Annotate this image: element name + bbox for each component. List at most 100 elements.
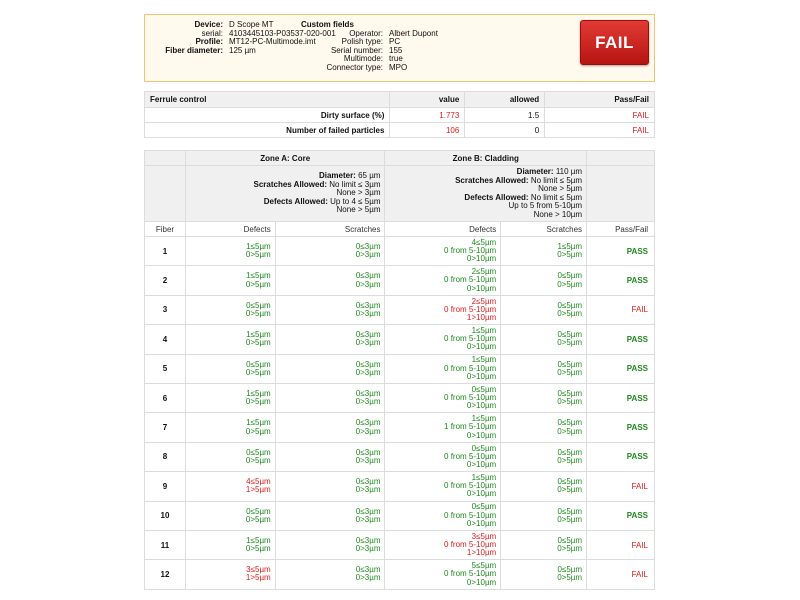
report-header-card: Device: D Scope MT serial: 4103445103-P0… [144, 14, 655, 82]
table-row: 9 4≤5µm 1>5µm 0≤3µm 0>3µm 1≤5µm 0 from 5-10µm 0… [144, 471, 655, 502]
col-passfail: Pass/Fail [586, 221, 655, 237]
result-badge: PASS [586, 500, 655, 531]
result-badge: PASS [586, 441, 655, 473]
fiber-diameter-value: 125 µm [229, 45, 256, 55]
table-row: 5 0≤5µm 0>5µm 0≤3µm 0>3µm 1≤5µm 0 from 5-10µm 0… [144, 353, 655, 384]
dirty-surface-value: 1.773 [389, 107, 466, 123]
failed-particles-value: 106 [389, 122, 466, 138]
dirty-surface-allowed: 1.5 [464, 107, 546, 123]
zone-a-defects-cell: 3≤5µm 1>5µm [184, 559, 276, 590]
zone-b-scratches-cell: 0≤5µm 0>5µm [500, 441, 588, 473]
zone-a-defects-cell: 1≤5µm 0>5µm [184, 265, 276, 296]
zone-b-scratches-cell: 0≤5µm 0>5µm [500, 294, 588, 326]
zone-a-defects-cell: 4≤5µm 1>5µm [184, 471, 276, 502]
fiber-number: 4 [144, 324, 186, 355]
result-badge: PASS [586, 412, 655, 443]
table-row: 2 1≤5µm 0>5µm 0≤3µm 0>3µm 2≤5µm 0 from 5-10µm 0… [144, 265, 655, 296]
zone-b-defects-cell: 2≤5µm 0 from 5-10µm 1>10µm [384, 294, 502, 326]
zone-b-defects-cell: 1≤5µm 0 from 5-10µm 0>10µm [384, 324, 502, 355]
zone-b-defects-cell: 3≤5µm 0 from 5-10µm 1>10µm [384, 529, 502, 561]
zone-a-spec: Diameter: 65 µm Scratches Allowed: No li… [184, 165, 386, 222]
table-row: 3 0≤5µm 0>5µm 0≤3µm 0>3µm 2≤5µm 0 from 5-10µm 1… [144, 294, 655, 326]
zone-a-defects-cell: 1≤5µm 0>5µm [184, 382, 276, 414]
zone-a-defects-cell: 0≤5µm 0>5µm [184, 353, 276, 384]
result-badge: PASS [586, 235, 655, 267]
device-label: Device: [194, 20, 223, 29]
zone-b-scratches-cell: 0≤5µm 0>5µm [500, 529, 588, 561]
fiber-number: 10 [144, 500, 186, 531]
fiber-number: 5 [144, 353, 186, 384]
multimode-label: Multimode: [343, 54, 383, 63]
failed-particles-label: Number of failed particles [143, 122, 391, 138]
zone-title-row: Zone A: Core Zone B: Cladding [144, 150, 655, 166]
zone-a-scratches-cell: 0≤3µm 0>3µm [274, 382, 386, 414]
zone-a-scratches-cell: 0≤3µm 0>3µm [274, 529, 386, 561]
zone-b-defects-cell: 1≤5µm 0 from 5-10µm 0>10µm [384, 353, 502, 384]
ferrule-title: Ferrule control [143, 91, 391, 108]
zone-a-defects-cell: 1≤5µm 0>5µm [184, 412, 276, 443]
polish-type-label: Polish type: [341, 37, 383, 46]
zone-a-scratches-cell: 0≤3µm 0>3µm [274, 353, 386, 384]
table-row: 8 0≤5µm 0>5µm 0≤3µm 0>3µm 0≤5µm 0 from 5-10µm 0… [144, 441, 655, 473]
col-zone-a-scratches: Scratches [274, 221, 386, 237]
column-header-row: Fiber Defects Scratches Defects Scratche… [144, 221, 655, 237]
dirty-surface-result: FAIL [544, 107, 655, 123]
operator-label: Operator: [349, 28, 383, 38]
fiber-number: 3 [144, 294, 186, 326]
ferrule-col-allowed: allowed [464, 91, 546, 108]
fiber-rows: 1 1≤5µm 0>5µm 0≤3µm 0>3µm 4≤5µm 0 from 5-10µm 0… [144, 235, 655, 590]
col-zone-a-defects: Defects [184, 221, 276, 237]
table-row: Dirty surface (%) 1.773 1.5 FAIL [143, 107, 655, 123]
zone-inspection-table: Zone A: Core Zone B: Cladding Diameter: … [144, 150, 655, 590]
result-badge: PASS [586, 382, 655, 414]
polish-type-value: PC [389, 37, 401, 46]
fiber-diameter-label: Fiber diameter: [165, 45, 223, 55]
zone-b-scratches-cell: 0≤5µm 0>5µm [500, 382, 588, 414]
table-row: 10 0≤5µm 0>5µm 0≤3µm 0>3µm 0≤5µm 0 from 5-10µm… [144, 500, 655, 531]
custom-fields: Custom fields Operator: Albert Dupont Po… [301, 20, 438, 72]
device-info: Device: D Scope MT serial: 4103445103-P0… [151, 20, 336, 55]
zone-b-spec: Diameter: 110 µm Scratches Allowed: No l… [384, 165, 588, 222]
result-badge: FAIL [586, 294, 655, 326]
zone-a-scratches-cell: 0≤3µm 0>3µm [274, 471, 386, 502]
result-badge: FAIL [586, 559, 655, 590]
result-badge: PASS [586, 353, 655, 384]
zone-a-title: Zone A: Core [184, 150, 386, 166]
overall-result-badge[interactable]: FAIL [580, 20, 649, 65]
ferrule-header-row: Ferrule control value allowed Pass/Fail [143, 91, 655, 108]
connector-type-value: MPO [389, 62, 408, 72]
zone-b-defects-cell: 0≤5µm 0 from 5-10µm 0>10µm [384, 441, 502, 473]
zone-b-scratches-cell: 0≤5µm 0>5µm [500, 471, 588, 502]
fiber-number: 9 [144, 471, 186, 502]
result-badge: PASS [586, 265, 655, 296]
failed-particles-allowed: 0 [464, 122, 546, 138]
zone-a-scratches-cell: 0≤3µm 0>3µm [274, 294, 386, 326]
serial-value: 4103445103-P03537-020-001 [229, 28, 336, 38]
zone-b-defects-cell: 0≤5µm 0 from 5-10µm 0>10µm [384, 500, 502, 531]
zone-b-scratches-cell: 0≤5µm 0>5µm [500, 559, 588, 590]
fiber-number: 11 [144, 529, 186, 561]
table-row: 1 1≤5µm 0>5µm 0≤3µm 0>3µm 4≤5µm 0 from 5-10µm 0… [144, 235, 655, 267]
zone-a-scratches-cell: 0≤3µm 0>3µm [274, 235, 386, 267]
custom-fields-title: Custom fields [301, 20, 354, 29]
profile-value: MT12-PC-Multimode.imt [229, 37, 316, 46]
zone-b-scratches-cell: 0≤5µm 0>5µm [500, 353, 588, 384]
zone-b-scratches-cell: 0≤5µm 0>5µm [500, 265, 588, 296]
table-row: 11 1≤5µm 0>5µm 0≤3µm 0>3µm 3≤5µm 0 from 5-10µm… [144, 529, 655, 561]
table-row: 7 1≤5µm 0>5µm 0≤3µm 0>3µm 1≤5µm 1 from 5-10µm 0… [144, 412, 655, 443]
zone-b-defects-cell: 0≤5µm 0 from 5-10µm 0>10µm [384, 382, 502, 414]
ferrule-control-table: Ferrule control value allowed Pass/Fail … [143, 91, 655, 138]
zone-a-defects-cell: 0≤5µm 0>5µm [184, 500, 276, 531]
multimode-value: true [389, 54, 403, 63]
zone-b-scratches-cell: 0≤5µm 0>5µm [500, 500, 588, 531]
zone-a-defects-cell: 1≤5µm 0>5µm [184, 235, 276, 267]
fiber-number: 7 [144, 412, 186, 443]
failed-particles-result: FAIL [544, 122, 655, 138]
zone-b-defects-cell: 1≤5µm 0 from 5-10µm 0>10µm [384, 471, 502, 502]
fiber-number: 6 [144, 382, 186, 414]
zone-b-scratches-cell: 1≤5µm 0>5µm [500, 235, 588, 267]
connector-type-label: Connector type: [326, 62, 383, 72]
col-fiber: Fiber [144, 221, 186, 237]
fiber-number: 12 [144, 559, 186, 590]
fiber-number: 1 [144, 235, 186, 267]
